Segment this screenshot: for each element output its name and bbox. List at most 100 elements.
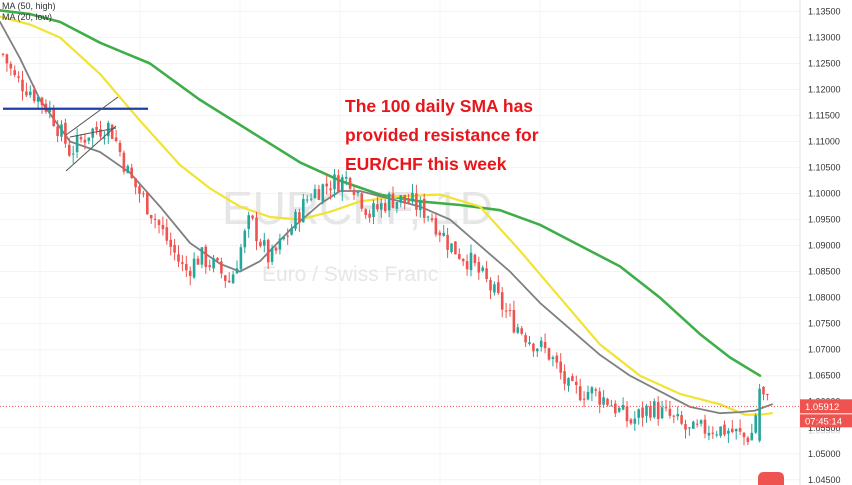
- candle-up: [29, 85, 32, 98]
- candle-body: [656, 402, 660, 420]
- candle-body: [380, 203, 383, 210]
- candle-down: [543, 333, 547, 354]
- candle-body: [438, 232, 442, 236]
- candle-down: [95, 121, 98, 135]
- candle-body: [692, 421, 695, 429]
- candle-body: [641, 407, 644, 418]
- legend-entry[interactable]: MA (50, high): [2, 1, 56, 11]
- candle-body: [5, 54, 9, 64]
- candle-down: [130, 163, 133, 179]
- candle-body: [520, 328, 523, 334]
- candle-body: [383, 203, 387, 212]
- candle-down: [430, 213, 434, 223]
- candle-down: [204, 244, 208, 274]
- candle-body: [68, 144, 71, 156]
- candle-up: [754, 413, 757, 435]
- candle-body: [754, 415, 757, 433]
- candle-down: [142, 190, 145, 198]
- price-tick-label: 1.08000: [808, 293, 841, 303]
- candle-body: [36, 96, 40, 102]
- candle-up: [692, 420, 695, 429]
- candle-down: [738, 419, 742, 435]
- candle-up: [305, 194, 309, 204]
- candle-body: [742, 432, 746, 438]
- candle-down: [110, 124, 114, 140]
- candle-body: [255, 217, 258, 242]
- candle-down: [383, 199, 387, 214]
- candle-up: [278, 233, 282, 255]
- candle-down: [337, 169, 340, 193]
- annotation-line: provided resistance for: [345, 125, 539, 145]
- candle-down: [575, 375, 578, 394]
- candle-down: [766, 393, 769, 401]
- candle-down: [625, 401, 629, 428]
- candle-up: [539, 336, 543, 352]
- candle-down: [664, 399, 668, 412]
- candle-up: [270, 244, 274, 266]
- plot-background: [0, 0, 800, 485]
- candle-body: [532, 343, 535, 352]
- candle-up: [36, 95, 40, 110]
- candle-down: [79, 134, 83, 143]
- candle-down: [731, 420, 734, 434]
- candle-body: [259, 241, 262, 247]
- legend-entry[interactable]: MA (20, low): [2, 12, 52, 22]
- candle-body: [621, 405, 625, 410]
- candle-body: [450, 243, 453, 252]
- candle-down: [352, 185, 356, 200]
- candle-body: [699, 420, 703, 424]
- candle-up: [602, 390, 605, 408]
- candle-down: [629, 417, 633, 426]
- trend-drawing: [65, 96, 119, 172]
- candle-body: [1, 53, 5, 55]
- candle-body: [270, 247, 274, 262]
- last-price-label: 1.05912: [805, 402, 839, 413]
- candle-down: [368, 209, 371, 223]
- candle-body: [543, 342, 547, 349]
- candle-down: [578, 378, 582, 402]
- candle-up: [715, 430, 718, 438]
- candle-body: [426, 216, 430, 218]
- candle-up: [750, 423, 754, 441]
- candle-down: [641, 401, 644, 427]
- candle-body: [313, 189, 317, 198]
- candle-down: [762, 386, 765, 401]
- candle-body: [247, 215, 250, 229]
- candle-body: [368, 213, 371, 218]
- candle-body: [317, 189, 321, 200]
- candle-down: [259, 238, 262, 248]
- candle-down: [454, 241, 457, 255]
- candle-body: [251, 215, 254, 219]
- candle-down: [169, 232, 172, 256]
- candle-body: [734, 428, 738, 432]
- candle-down: [438, 230, 442, 243]
- candle-up: [344, 170, 348, 186]
- candle-body: [391, 193, 395, 208]
- candle-body: [130, 167, 133, 178]
- price-tags: 1.05912 07:45:141.05500: [800, 399, 852, 435]
- candle-body: [325, 183, 328, 187]
- candle-down: [598, 387, 601, 414]
- candle-body: [727, 430, 730, 434]
- candle-body: [13, 70, 16, 76]
- candle-body: [578, 386, 582, 401]
- candle-down: [114, 129, 118, 143]
- candle-body: [243, 230, 247, 248]
- candle-body: [586, 391, 590, 400]
- candle-up: [372, 199, 375, 224]
- price-tick-label: 1.09500: [808, 215, 841, 225]
- candle-body: [185, 264, 188, 271]
- candle-down: [656, 396, 660, 426]
- candle-body: [146, 192, 149, 215]
- candle-body: [231, 274, 235, 284]
- candle-down: [25, 82, 28, 98]
- candle-body: [309, 198, 313, 200]
- candle-body: [477, 262, 481, 273]
- candle-up: [719, 426, 722, 438]
- candle-up: [411, 184, 414, 204]
- candle-down: [422, 193, 426, 224]
- candle-down: [165, 218, 169, 245]
- candle-body: [711, 432, 715, 434]
- candle-down: [196, 255, 200, 265]
